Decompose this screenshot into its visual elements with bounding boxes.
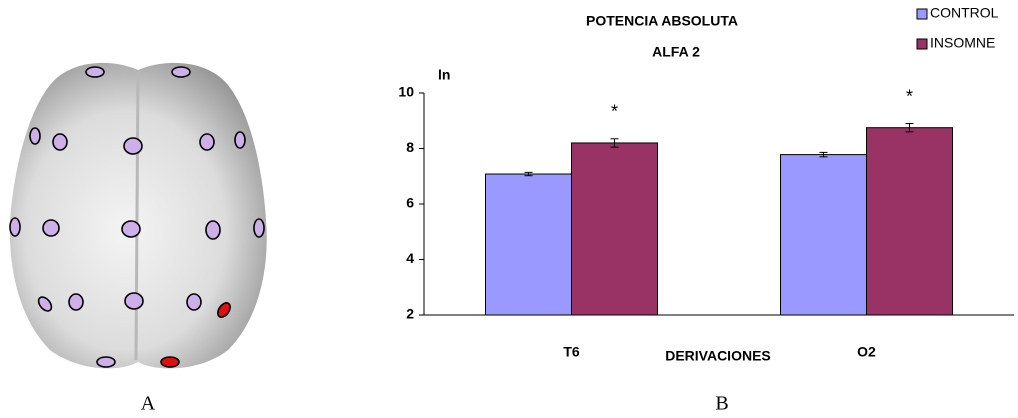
y-tick-label: 2 [406, 306, 414, 322]
plot: 2 4 6 8 10 T6 * O2 * CONTROL INSOMNE [398, 5, 1014, 360]
figure: A B POTENCIA ABSOLUTA ALFA 2 ln DERIVACI… [0, 0, 1018, 418]
panel-label: A [141, 393, 156, 415]
panel-label: B [715, 393, 728, 415]
chart-title: POTENCIA ABSOLUTA [586, 13, 738, 29]
x-tick-label: O2 [857, 344, 876, 360]
chart-subtitle: ALFA 2 [652, 44, 700, 60]
legend-label: INSOMNE [930, 35, 995, 51]
bar [486, 174, 572, 315]
brain-fissure [136, 72, 138, 360]
y-axis-label: ln [438, 67, 450, 83]
y-tick-label: 10 [398, 84, 414, 100]
x-tick-label: T6 [563, 344, 580, 360]
significance-mark: * [906, 86, 913, 106]
legend-label: CONTROL [930, 5, 999, 21]
y-tick-label: 4 [406, 250, 414, 266]
legend-swatch [917, 39, 927, 49]
y-tick-label: 6 [406, 195, 414, 211]
bar [781, 155, 867, 315]
y-tick-label: 8 [406, 139, 414, 155]
legend-swatch [917, 9, 927, 19]
brain-panel [10, 63, 267, 369]
bar [867, 128, 953, 315]
significance-mark: * [611, 102, 618, 122]
x-axis-label: DERIVACIONES [665, 348, 771, 364]
bar [572, 143, 658, 315]
